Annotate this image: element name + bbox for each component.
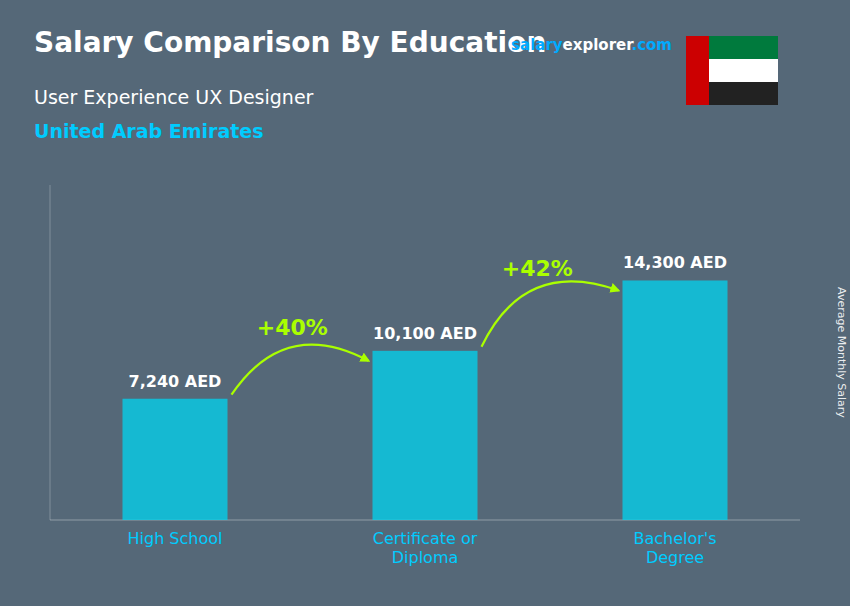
background — [0, 0, 850, 606]
data-label: 14,300 AED — [623, 253, 727, 272]
data-label: 7,240 AED — [129, 372, 222, 391]
subtitle: User Experience UX Designer — [34, 86, 314, 108]
bars — [123, 280, 728, 520]
x-tick-label: Certificate orDiploma — [373, 529, 478, 567]
bar — [623, 280, 728, 520]
annotation: +42% — [502, 256, 573, 281]
subtitle: United Arab Emirates — [34, 120, 264, 142]
x-tick-label: High School — [128, 529, 223, 548]
title: Salary Comparison By Education — [34, 26, 546, 59]
bar — [373, 351, 478, 520]
arrow — [232, 345, 369, 395]
source: salaryexplorer.com — [511, 36, 672, 54]
y-axis-label: Average Monthly Salary — [835, 287, 848, 418]
arrow — [482, 281, 619, 346]
annotation: +40% — [257, 315, 328, 340]
source-part: explorer — [563, 36, 635, 54]
data-label: 10,100 AED — [373, 324, 477, 343]
bar — [123, 399, 228, 520]
chart-container: Salary Comparison By Education User Exper… — [0, 0, 850, 606]
source-part: salary — [511, 36, 563, 54]
x-tick-label: Bachelor'sDegree — [633, 529, 716, 567]
flag — [686, 36, 778, 105]
y-axis-line — [50, 185, 51, 520]
chart: Salary Comparison By Education User Exper… — [0, 0, 850, 606]
source-part: .com — [631, 36, 672, 54]
